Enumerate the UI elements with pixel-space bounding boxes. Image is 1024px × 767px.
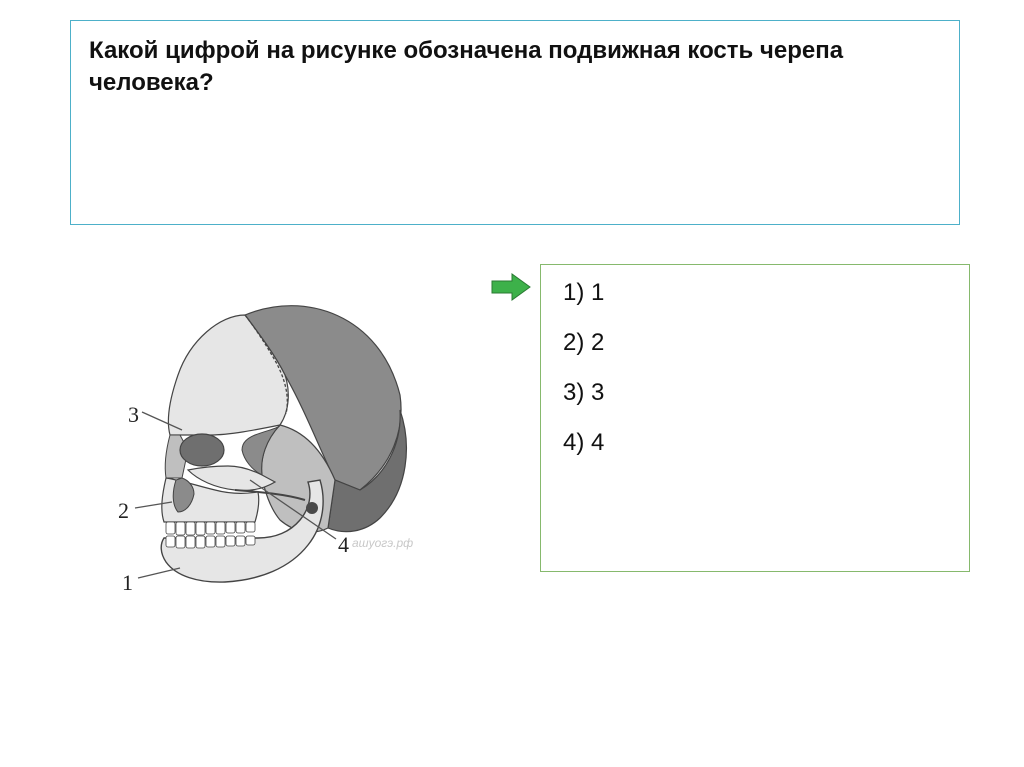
upper-teeth xyxy=(166,522,255,535)
diagram-label-2: 2 xyxy=(118,498,129,524)
answer-option-4[interactable]: 4) 4 xyxy=(563,429,947,457)
question-box: Какой цифрой на рисунке обозначена подви… xyxy=(70,20,960,225)
eye-orbit xyxy=(180,434,224,466)
leader-1 xyxy=(138,568,180,578)
diagram-label-1: 1 xyxy=(122,570,133,596)
answers-box: 1) 1 2) 2 3) 3 4) 4 xyxy=(540,264,970,572)
question-text: Какой цифрой на рисунке обозначена подви… xyxy=(89,35,941,100)
answer-option-2[interactable]: 2) 2 xyxy=(563,329,947,357)
diagram-label-4: 4 xyxy=(338,532,349,558)
diagram-label-3: 3 xyxy=(128,402,139,428)
skull-svg xyxy=(80,280,440,610)
answer-option-3[interactable]: 3) 3 xyxy=(563,379,947,407)
pointer-arrow-icon xyxy=(490,272,532,302)
lower-teeth xyxy=(166,536,255,548)
answer-option-1[interactable]: 1) 1 xyxy=(563,279,947,307)
auditory-meatus xyxy=(306,502,318,514)
watermark-text: ашуогэ.рф xyxy=(352,536,413,550)
skull-diagram: 1 2 3 4 ашуогэ.рф xyxy=(80,280,440,610)
